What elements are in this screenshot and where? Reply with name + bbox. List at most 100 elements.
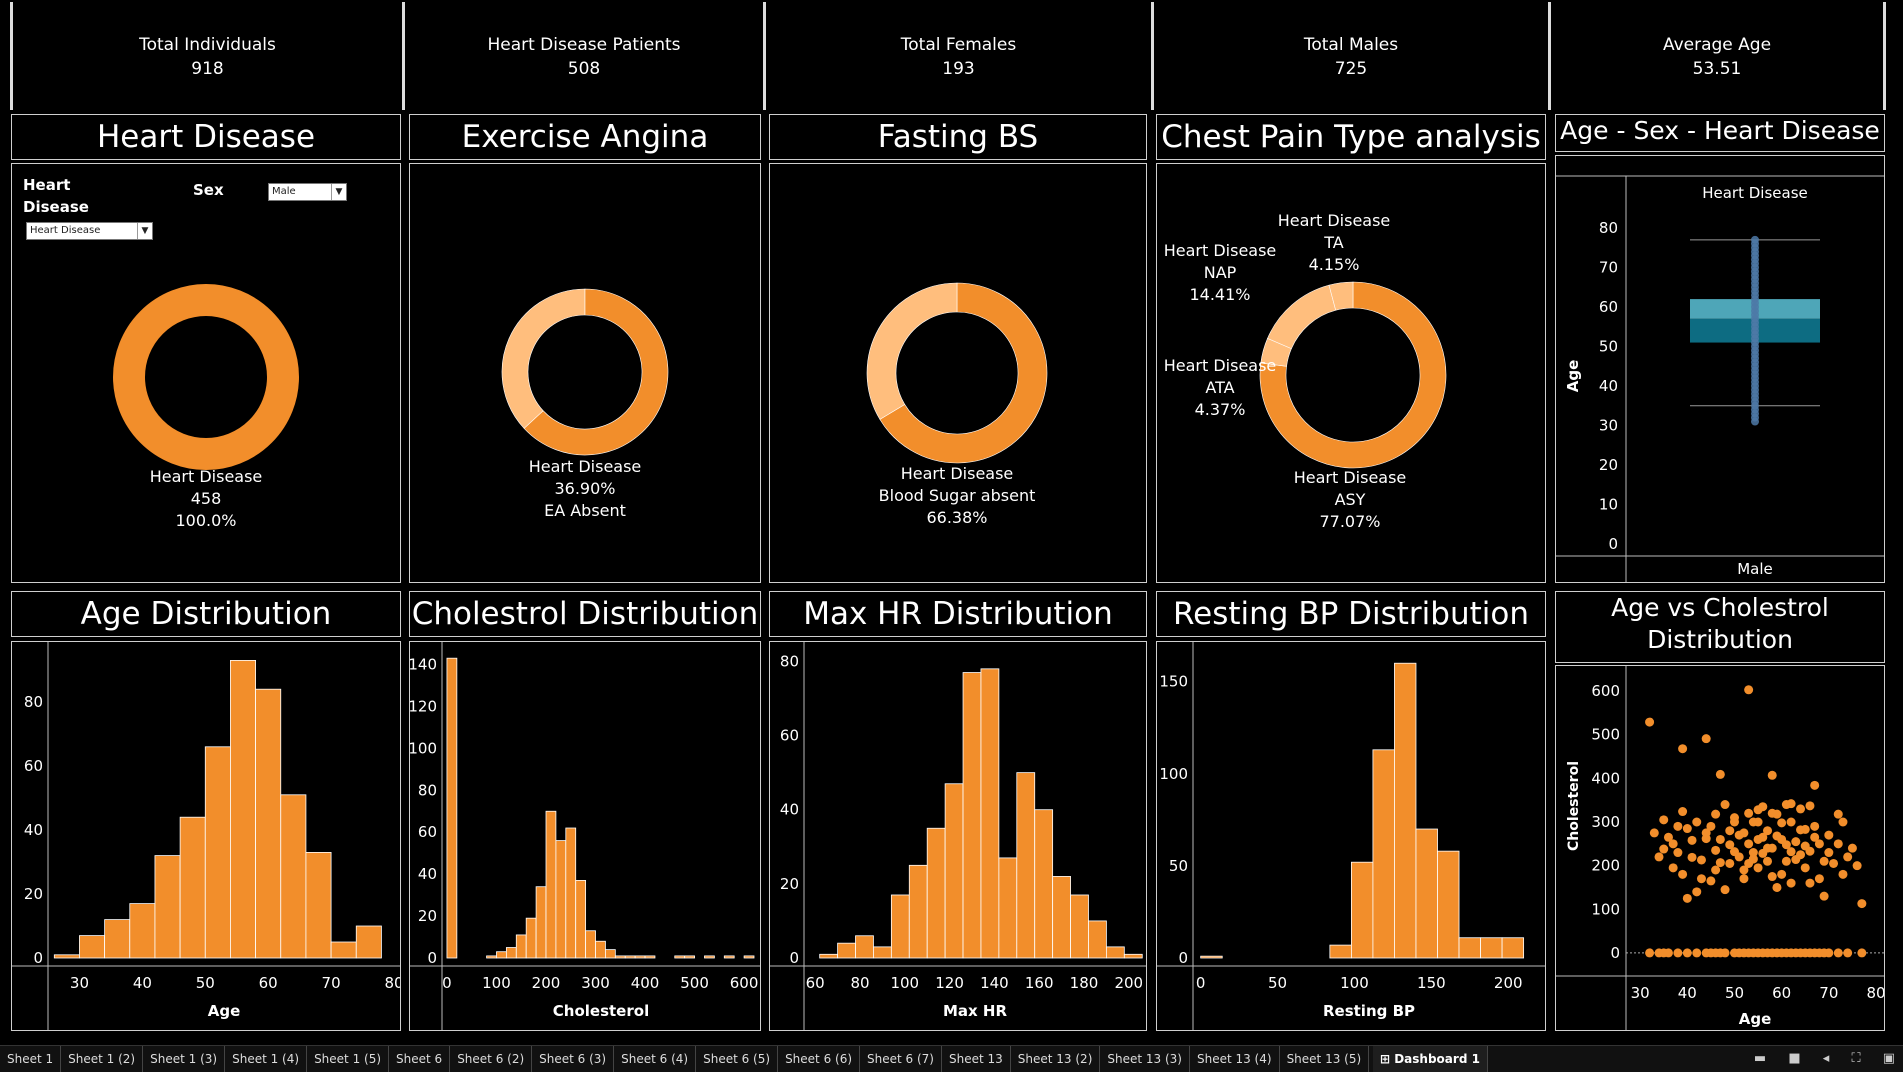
scatter-point <box>1833 839 1843 849</box>
histogram-bar <box>515 934 527 959</box>
sheet-tab-bar: Sheet 1 Sheet 1 (2) Sheet 1 (3) Sheet 1 (4)… <box>0 1045 1903 1072</box>
kpi-heart-disease-patients: Heart Disease Patients 508 <box>405 0 763 110</box>
scatter-point <box>1843 852 1853 862</box>
y-axis-label: Age <box>1564 360 1582 393</box>
y-tick-label: 10 <box>1599 496 1618 514</box>
scatter-point <box>1729 817 1739 827</box>
histogram-bar <box>104 919 131 959</box>
y-tick-label: 20 <box>1599 456 1618 474</box>
sheet-tab[interactable]: Sheet 6 (6) <box>778 1046 861 1072</box>
age-box-plot: Heart Disease 0 10 20 30 40 50 60 70 80 Age Male <box>1556 175 1884 582</box>
scatter-point <box>1659 844 1669 854</box>
panel-age-sex-hd <box>1555 155 1885 583</box>
sheet-tab[interactable]: Sheet 6 (4) <box>614 1046 697 1072</box>
scatter-point <box>1819 891 1829 901</box>
x-tick-label: 70 <box>1819 984 1838 1002</box>
sheet-tab[interactable]: Sheet 6 <box>389 1046 451 1072</box>
dropdown-value: Heart Disease <box>30 225 101 236</box>
x-tick-label: 300 <box>581 974 610 992</box>
donut-slice-ta <box>1328 281 1354 311</box>
y-tick-label: 20 <box>24 885 43 903</box>
scatter-point <box>1696 855 1706 865</box>
sheet-tab[interactable]: Sheet 6 (7) <box>860 1046 942 1072</box>
histogram-bar <box>305 851 332 959</box>
scroll-left-icon[interactable]: ◂ <box>1822 1051 1830 1066</box>
histogram-bar <box>723 955 735 959</box>
x-tick-label: 50 <box>1268 974 1287 992</box>
x-tick-label: 80 <box>850 974 869 992</box>
scatter-point <box>1819 856 1829 866</box>
sheet-tab[interactable]: Sheet 6 (5) <box>696 1046 779 1072</box>
scatter-point <box>1663 948 1673 958</box>
x-axis-label: Max HR <box>943 1002 1008 1020</box>
scatter-point <box>1739 865 1749 875</box>
y-tick-label: 0 <box>427 949 437 967</box>
scatter-point <box>1857 899 1867 909</box>
sheet-tab[interactable]: Sheet 1 (5) <box>307 1046 390 1072</box>
scatter-point <box>1725 826 1735 836</box>
age-histogram: 0 20 40 60 80 30 40 50 60 70 80 Age <box>12 642 400 1030</box>
heart-disease-dropdown[interactable]: Heart Disease ▼ <box>26 222 153 240</box>
sheet-tab[interactable]: Sheet 1 (3) <box>143 1046 226 1072</box>
scatter-point <box>1734 830 1744 840</box>
panel-title-age-dist: Age Distribution <box>11 591 401 637</box>
sheet-tab[interactable]: Sheet 13 (4) <box>1190 1046 1280 1072</box>
y-tick-label: 40 <box>780 801 799 819</box>
sex-dropdown[interactable]: Male ▼ <box>268 183 347 201</box>
scatter-point <box>1744 685 1754 695</box>
x-tick-label: 30 <box>1631 984 1650 1002</box>
tab-dashboard-1[interactable]: ⊞ Dashboard 1 <box>1372 1046 1488 1072</box>
y-tick-label: 80 <box>780 652 799 670</box>
scatter-point <box>1805 801 1815 811</box>
donut-label-cp-asy: Heart Disease ASY 77.07% <box>1250 467 1450 533</box>
panel-title-chest-pain: Chest Pain Type analysis <box>1156 114 1546 160</box>
histogram-bar <box>505 947 517 959</box>
donut-label-cp-nap: Heart Disease NAP 14.41% <box>1120 240 1320 306</box>
filmstrip-icon[interactable]: ■ <box>1788 1051 1801 1066</box>
scatter-point <box>1720 800 1730 810</box>
donut-label-line: Heart Disease <box>1293 468 1407 487</box>
scatter-point <box>1668 839 1678 849</box>
sheet-tab[interactable]: Sheet 6 (3) <box>532 1046 615 1072</box>
histogram-bar <box>129 903 156 959</box>
sheet-tab[interactable]: Sheet 13 (2) <box>1011 1046 1101 1072</box>
fullscreen-icon[interactable]: ⛶ <box>1851 1051 1861 1066</box>
scatter-point <box>1833 948 1843 958</box>
scatter-point <box>1673 848 1683 858</box>
sheet-tab[interactable]: Sheet 1 (4) <box>225 1046 308 1072</box>
donut-label-line: Heart Disease <box>1163 356 1277 375</box>
panel-chest-pain <box>1156 163 1546 583</box>
resting-bp-histogram: 0 50 100 150 0 50 100 150 200 Resting BP <box>1157 642 1545 1030</box>
dropdown-value: Male <box>272 186 296 197</box>
sheet-tab[interactable]: Sheet 1 <box>0 1046 62 1072</box>
sheet-tab[interactable]: Sheet 13 <box>942 1046 1011 1072</box>
scatter-point <box>1753 863 1763 873</box>
tab-bar-icon[interactable]: ▣ <box>1882 1051 1895 1066</box>
donut-label-line: Heart Disease <box>528 457 642 476</box>
sheet-tab[interactable]: Sheet 6 (2) <box>450 1046 533 1072</box>
sheet-tab[interactable]: Sheet 13 (5) <box>1280 1046 1370 1072</box>
scatter-point <box>1678 807 1688 817</box>
x-axis-label: Male <box>1737 560 1773 578</box>
histogram-bar <box>330 941 357 959</box>
scatter-point <box>1791 837 1801 847</box>
sheet-tab[interactable]: Sheet 1 (2) <box>61 1046 144 1072</box>
sheet-sorter-icon[interactable]: ▬ <box>1753 1051 1767 1066</box>
x-tick-label: 100 <box>890 974 919 992</box>
y-tick-label: 60 <box>418 823 437 841</box>
scatter-point <box>1678 869 1688 879</box>
scatter-point <box>1711 865 1721 875</box>
y-tick-label: 60 <box>780 727 799 745</box>
kpi-label: Total Males <box>1303 35 1399 55</box>
histogram-bar <box>819 953 839 959</box>
x-tick-label: 60 <box>1772 984 1791 1002</box>
x-tick-label: 40 <box>133 974 152 992</box>
x-tick-label: 200 <box>1494 974 1523 992</box>
histogram-bar <box>1501 937 1525 959</box>
cholesterol-histogram: 0 20 40 60 80 100 120 140 0 100 200 300 400 500 600 Cho… <box>410 642 760 1030</box>
donut-label-line: ATA <box>1205 378 1235 397</box>
histogram-bar <box>496 951 507 959</box>
sheet-tab[interactable]: Sheet 13 (3) <box>1100 1046 1190 1072</box>
histogram-bar <box>962 672 982 959</box>
scatter-point <box>1777 869 1787 879</box>
